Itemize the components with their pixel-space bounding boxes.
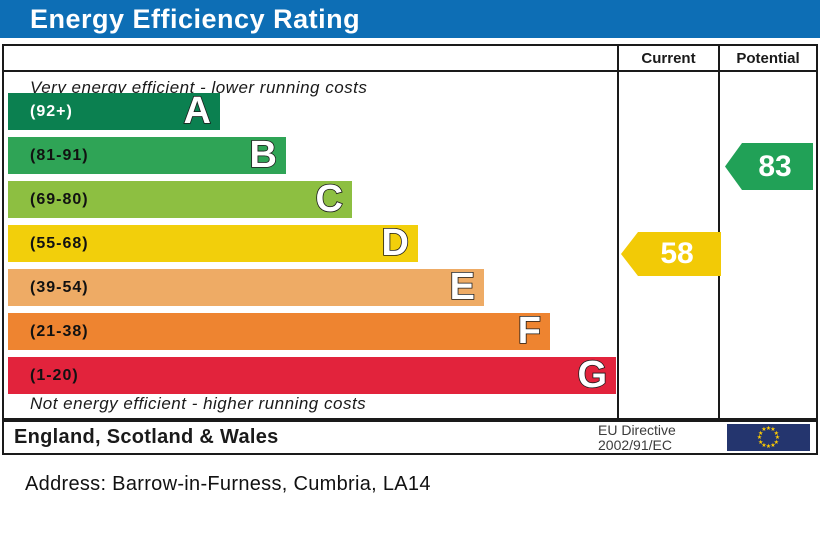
band-g-range: (1-20) [30,366,79,384]
eu-directive-line2: 2002/91/EC [598,437,672,453]
band-g-letter: G [577,354,608,396]
eu-star-icon: ★ [765,444,772,450]
band-b-letter: B [249,134,278,176]
top-note: Very energy efficient - lower running co… [30,78,368,97]
eu-star-icon: ★ [773,439,779,446]
current-rating-value: 58 [660,237,694,270]
eu-star-icon: ★ [770,427,776,434]
eu-flag-icon: ★ ★ ★ ★ ★ ★ ★ ★ ★ ★ ★ ★ [727,424,810,451]
eu-star-icon: ★ [756,435,763,441]
band-c-range: (69-80) [30,190,89,208]
band-e: (39-54) E [8,266,484,308]
band-e-letter: E [449,266,476,308]
eu-star-icon: ★ [761,442,767,449]
potential-column-header: Potential [736,49,800,67]
eu-star-icon: ★ [774,435,781,441]
eu-star-icon: ★ [770,442,776,449]
region-label: England, Scotland & Wales [14,426,279,448]
band-b-range: (81-91) [30,146,89,164]
eu-star-icon: ★ [765,426,772,432]
current-column-header: Current [641,49,696,67]
band-c: (69-80) C [8,178,352,220]
potential-rating-arrow: 83 [725,143,813,190]
band-e-range: (39-54) [30,278,89,296]
chart-header-row: Current Potential [4,46,816,72]
potential-rating-value: 83 [758,149,792,183]
title-bar: Energy Efficiency Rating [0,0,820,38]
band-a: (92+) A [8,90,220,132]
bottom-note: Not energy efficient - higher running co… [30,394,367,413]
eu-star-icon: ★ [773,430,779,437]
band-d-range: (55-68) [30,234,89,252]
footer-bar: England, Scotland & Wales EU Directive 2… [2,420,818,455]
current-rating-arrow: 58 [621,232,721,276]
band-a-letter: A [183,90,212,132]
eu-star-icon: ★ [757,439,764,446]
band-g: (1-20) G [8,354,616,396]
rating-chart: Current Potential Very energy efficient … [2,44,818,420]
band-c-letter: C [315,178,344,220]
eu-star-icon: ★ [761,427,767,434]
eu-star-icon: ★ [757,430,764,437]
page-title: Energy Efficiency Rating [30,3,361,34]
address-line: Address: Barrow-in-Furness, Cumbria, LA1… [25,473,431,495]
current-column-divider [617,46,619,418]
band-f: (21-38) F [8,310,550,352]
band-d: (55-68) D [8,222,418,264]
band-b: (81-91) B [8,134,286,176]
eu-directive-line1: EU Directive [598,422,676,438]
band-d-letter: D [381,222,410,264]
band-f-letter: F [517,310,542,352]
band-f-range: (21-38) [30,322,89,340]
eu-directive-label: EU Directive 2002/91/EC [598,423,676,453]
band-a-range: (92+) [30,102,73,120]
